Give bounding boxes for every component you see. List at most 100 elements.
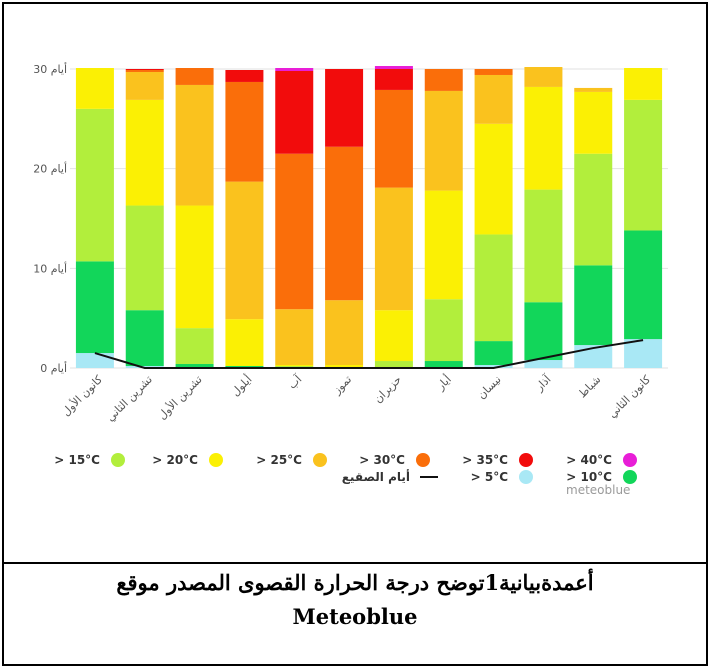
bar-segment bbox=[125, 69, 164, 70]
bar-segment bbox=[524, 302, 563, 361]
bar-segment bbox=[624, 230, 663, 340]
figure-caption: أعمدةبيانية1توضح درجة الحرارة القصوى الم… bbox=[4, 566, 706, 634]
bar-segment bbox=[374, 66, 413, 69]
x-tick-label: تشرين الثاني bbox=[104, 373, 155, 424]
legend-label: > 15°C bbox=[54, 453, 100, 467]
bar-segment bbox=[325, 300, 364, 366]
x-tick-label: تموز bbox=[330, 373, 354, 397]
bar-segment bbox=[75, 261, 114, 354]
bar-segment bbox=[474, 365, 513, 368]
bar-segment bbox=[75, 68, 114, 109]
bar-segment bbox=[474, 69, 513, 75]
x-tick-label: حزيران bbox=[371, 373, 404, 406]
bar-segment bbox=[374, 310, 413, 362]
bar-segment bbox=[275, 365, 314, 367]
bar-segment bbox=[275, 366, 314, 368]
bar-segment bbox=[474, 123, 513, 235]
bar-segment bbox=[75, 108, 114, 262]
x-tick-label: نيسان bbox=[475, 373, 504, 402]
bar-segment bbox=[424, 361, 463, 368]
legend-label: أيام الصقيع bbox=[342, 469, 410, 485]
legend-swatch bbox=[623, 470, 637, 484]
bar-segment bbox=[125, 205, 164, 311]
bar-segment bbox=[424, 90, 463, 191]
bar-segment bbox=[225, 181, 264, 320]
bars bbox=[75, 66, 663, 368]
caption-line-1: أعمدةبيانية1توضح درجة الحرارة القصوى الم… bbox=[116, 570, 594, 595]
legend-label: > 35°C bbox=[462, 453, 508, 467]
y-tick-label: 20 أيام bbox=[33, 162, 67, 176]
bar-segment bbox=[275, 70, 314, 154]
bar-segment bbox=[624, 99, 663, 231]
bar-segment bbox=[175, 205, 214, 329]
bar-segment bbox=[574, 265, 613, 346]
bar-segment bbox=[75, 353, 114, 368]
bar-segment bbox=[474, 74, 513, 124]
bar-segment bbox=[275, 309, 314, 366]
legend-swatch bbox=[111, 453, 125, 467]
x-tick-label: تشرين الأول bbox=[155, 372, 205, 422]
bar-segment bbox=[175, 68, 214, 85]
bar-segment bbox=[175, 364, 214, 368]
source-label: meteoblue bbox=[566, 483, 630, 497]
bar-segment bbox=[374, 361, 413, 368]
legend: > 15°C > 20°C > 25°C > 30°C > 35°C > 40°C أيام… bbox=[54, 453, 637, 485]
bar-segment bbox=[624, 68, 663, 100]
x-tick-label: شباط bbox=[576, 373, 604, 401]
legend-label: > 5°C bbox=[471, 470, 509, 484]
bar-segment bbox=[524, 67, 563, 87]
x-tick-label: آذار bbox=[531, 372, 554, 395]
legend-swatch bbox=[519, 453, 533, 467]
bar-segment bbox=[325, 146, 364, 301]
bar-segment bbox=[574, 87, 613, 92]
legend-swatch bbox=[313, 453, 327, 467]
legend-swatch bbox=[209, 453, 223, 467]
caption-divider bbox=[2, 562, 708, 564]
frost-line-layer bbox=[94, 339, 644, 369]
x-tick-label: أيلول bbox=[228, 372, 254, 398]
bar-segment bbox=[424, 299, 463, 362]
bar-segment bbox=[524, 189, 563, 303]
legend-label: > 20°C bbox=[152, 453, 198, 467]
bar-segment bbox=[524, 360, 563, 368]
bar-segment bbox=[474, 234, 513, 342]
legend-label: > 10°C bbox=[566, 470, 612, 484]
figure-frame bbox=[2, 2, 708, 666]
x-tick-label: كانون الأول bbox=[59, 372, 106, 419]
bar-segment bbox=[175, 328, 214, 365]
bar-segment bbox=[125, 99, 164, 206]
frost-days-line bbox=[94, 339, 644, 369]
bar-segment bbox=[125, 71, 164, 100]
x-tick-label: آب bbox=[285, 372, 305, 392]
bar-segment bbox=[125, 310, 164, 367]
legend-swatch bbox=[416, 453, 430, 467]
bar-segment bbox=[325, 69, 364, 147]
bar-segment bbox=[225, 69, 264, 82]
y-tick-label: 10 أيام bbox=[33, 261, 67, 275]
legend-swatch bbox=[623, 453, 637, 467]
bar-segment bbox=[624, 339, 663, 368]
bar-segment bbox=[125, 69, 164, 72]
bar-segment bbox=[225, 319, 264, 367]
bar-segment bbox=[474, 341, 513, 366]
bar-segment bbox=[225, 81, 264, 182]
bar-segment bbox=[574, 153, 613, 266]
bar-segment bbox=[574, 91, 613, 154]
bar-segment bbox=[424, 190, 463, 300]
x-tick-label: كانون الثاني bbox=[606, 372, 654, 420]
legend-label: > 30°C bbox=[359, 453, 405, 467]
bar-segment bbox=[524, 86, 563, 190]
bar-segment bbox=[374, 187, 413, 311]
caption-line-2: Meteoblue bbox=[292, 604, 418, 629]
bar-segment bbox=[325, 365, 364, 368]
x-tick-label: أيار bbox=[433, 372, 454, 393]
bar-segment bbox=[374, 89, 413, 188]
bar-segment bbox=[275, 68, 314, 71]
bar-segment bbox=[175, 84, 214, 206]
legend-swatch bbox=[519, 470, 533, 484]
bar-segment bbox=[275, 153, 314, 310]
y-tick-label: 0 أيام bbox=[40, 361, 67, 375]
legend-label: > 40°C bbox=[566, 453, 612, 467]
bar-segment bbox=[374, 69, 413, 90]
bar-segment bbox=[424, 69, 463, 91]
